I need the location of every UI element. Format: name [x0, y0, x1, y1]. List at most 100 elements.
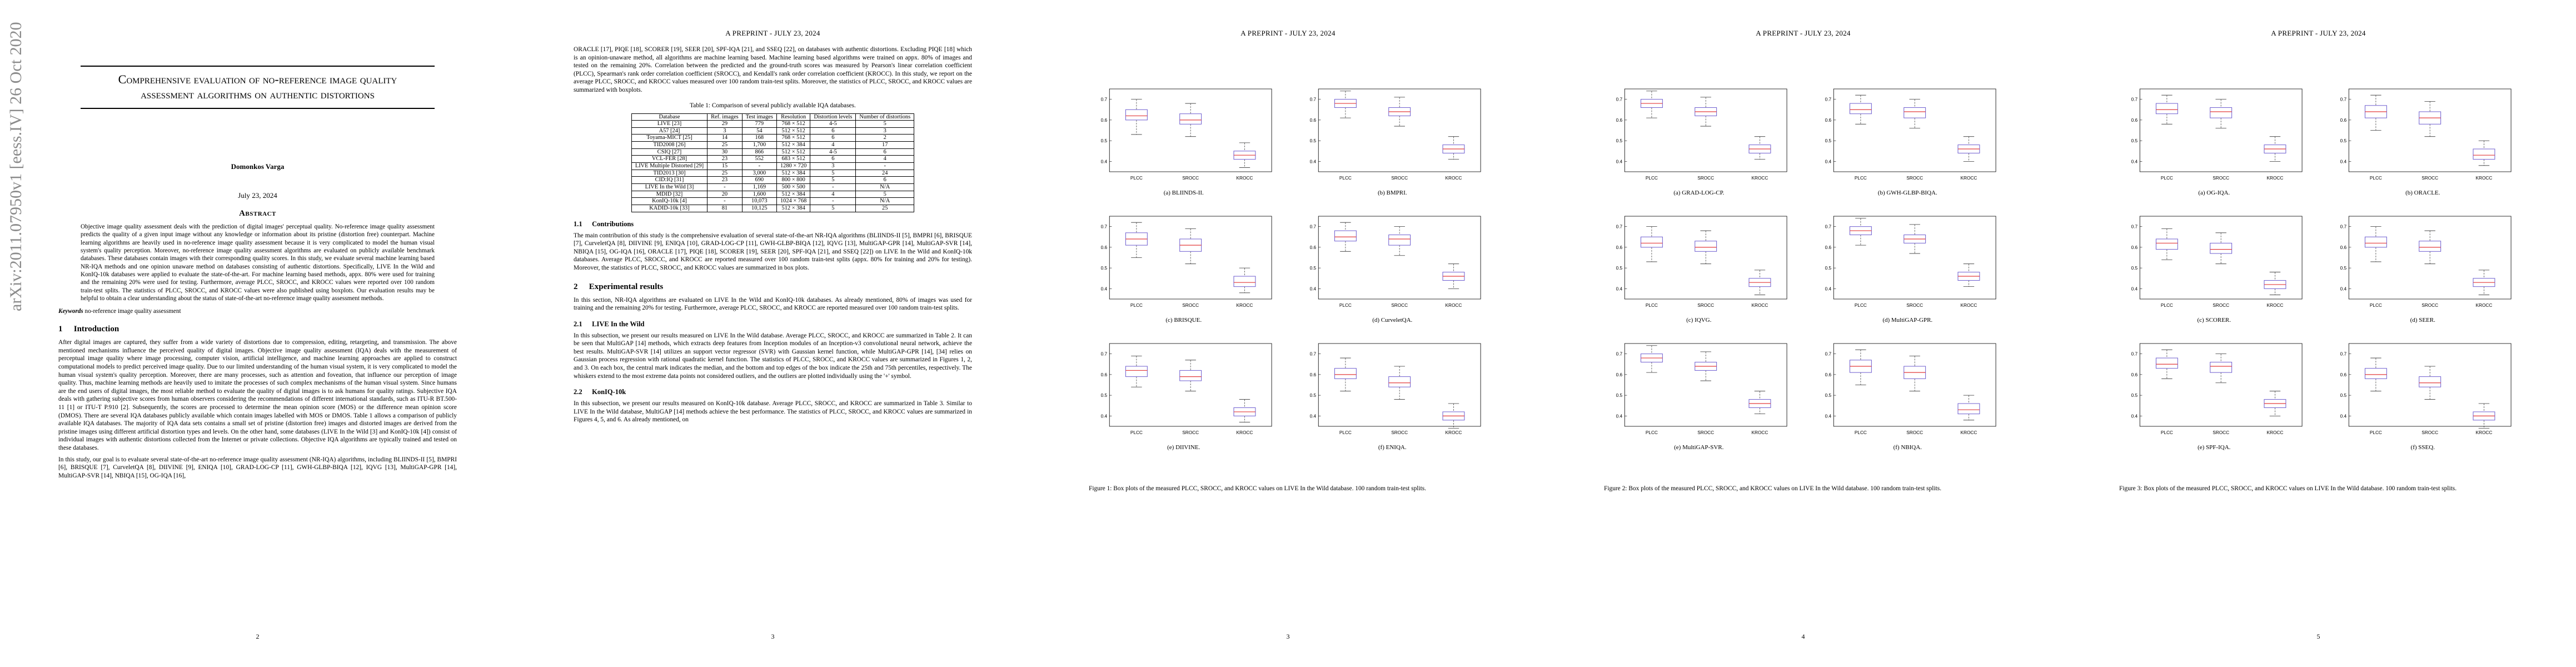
y-tick-label: 0.5: [1616, 393, 1623, 398]
y-tick-label: 0.6: [1101, 372, 1108, 377]
subfigure-caption: (d) MultiGAP-GPR.: [1882, 317, 1933, 323]
box: [1442, 411, 1464, 421]
box: [1640, 354, 1663, 363]
x-tick-label: PLCC: [2369, 176, 2381, 181]
subfigure-caption: (b) GWH-GLBP-BIQA.: [1877, 190, 1937, 196]
subfigure: 0.4 0.5 0.6 0.7 PLCC SROCC KROCC (e) MultiGAP-S…: [1604, 338, 1794, 451]
y-tick-label: 0.7: [1616, 225, 1623, 230]
y-tick-label: 0.6: [2131, 118, 2138, 123]
page-5: A PREPRINT - JULY 23, 2024 0.4 0.5 0.6 0.7 P…: [1546, 0, 2061, 667]
box: [1179, 113, 1202, 125]
boxplot-chart: 0.4 0.5 0.6 0.7 PLCC SROCC KROCC: [1616, 343, 1787, 435]
paper-date: July 23, 2024: [238, 191, 277, 200]
boxplot-chart: 0.4 0.5 0.6 0.7 PLCC SROCC KROCC: [1309, 216, 1481, 308]
subsection-number: 2.1: [574, 320, 582, 328]
running-head: A PREPRINT - JULY 23, 2024: [1756, 29, 1851, 37]
table-row: LIVE Multiple Distorted [29] 15-1280 × 72…: [631, 162, 915, 170]
subfigure-caption: (e) SPF-IQA.: [2198, 444, 2231, 451]
box: [2418, 111, 2441, 125]
arxiv-stamp: arXiv:2011.07950v1 [eess.IV] 26 Oct 2020: [7, 22, 25, 311]
x-tick-label: KROCC: [1960, 303, 1977, 308]
subfigure-caption: (b) ORACLE.: [2405, 190, 2440, 196]
y-tick-label: 0.4: [1309, 159, 1316, 164]
table-cell: 4: [810, 141, 856, 149]
table-cell: 15: [707, 162, 743, 170]
table-cell: 54: [741, 127, 777, 135]
y-tick-label: 0.7: [1101, 225, 1108, 230]
box: [2210, 362, 2233, 373]
y-tick-label: 0.4: [2131, 414, 2138, 419]
table-cell: 6: [810, 134, 856, 142]
table-row: KonIQ-10k [4] -10,073 1024 × 768- N/A: [631, 197, 915, 205]
x-tick-label: KROCC: [2267, 303, 2284, 308]
y-tick-label: 0.4: [1616, 414, 1623, 419]
x-tick-label: PLCC: [1854, 303, 1866, 308]
table-cell: 3,000: [741, 169, 777, 177]
table-cell: 683 × 512: [776, 155, 811, 163]
subfigure-caption: (d) CurveletQA.: [1372, 317, 1413, 323]
table-cell: 30: [707, 148, 743, 156]
y-tick-label: 0.5: [1616, 266, 1623, 271]
y-tick-label: 0.4: [1616, 159, 1623, 164]
y-tick-label: 0.6: [2131, 372, 2138, 377]
box: [1748, 145, 1771, 153]
abstract-heading: Abstract: [239, 209, 276, 218]
table-row: CSIQ [27] 30 866 512 × 512 4-5 6: [631, 148, 915, 156]
boxplot-chart: 0.4 0.5 0.6 0.7 PLCC SROCC KROCC: [2340, 343, 2511, 435]
table-cell: -: [707, 197, 743, 205]
table-row: MDID [32] 20 1,600 512 × 384 4 5: [631, 190, 915, 198]
table-header-cell: Database: [631, 113, 708, 121]
y-tick-label: 0.7: [1825, 225, 1831, 230]
box: [1640, 99, 1663, 108]
table-cell: 866: [741, 148, 777, 156]
section-number: 1: [58, 325, 63, 334]
table-cell: 1024 × 768: [776, 197, 811, 205]
x-tick-label: SROCC: [1182, 430, 1199, 435]
x-tick-label: PLCC: [1646, 176, 1658, 181]
plot-frame: [2139, 88, 2303, 172]
table-cell: 25: [707, 169, 743, 177]
box: [2210, 242, 2233, 254]
subfigure-caption: (a) OG-IQA.: [2198, 190, 2230, 196]
y-tick-label: 0.4: [1825, 286, 1831, 291]
plot-frame: [2139, 216, 2303, 300]
page-number: 3: [771, 633, 775, 640]
y-tick-label: 0.5: [2131, 266, 2138, 271]
table-cell: 1,169: [741, 183, 777, 191]
running-head: A PREPRINT - JULY 23, 2024: [725, 29, 820, 37]
x-tick-label: PLCC: [2161, 176, 2173, 181]
plot-frame: [2348, 343, 2511, 427]
x-tick-label: PLCC: [1854, 176, 1866, 181]
plot-frame: [1318, 343, 1481, 427]
table-cell: 29: [707, 120, 743, 128]
table-cell: Toyama-MICT [25]: [631, 134, 708, 142]
plot-frame: [1109, 216, 1272, 300]
y-tick-label: 0.6: [1825, 118, 1831, 123]
subfigure-caption: (f) NBIQA.: [1893, 444, 1922, 451]
table-row: CID:IQ [31] 23 690 800 × 800 5 6: [631, 176, 915, 184]
table-row: TID2013 [30] 25 3,000 512 × 384 5 24: [631, 169, 915, 177]
table-header-cell: Test images: [741, 113, 777, 121]
experimental-text: In this section, NR-IQA algorithms are e…: [574, 296, 972, 312]
y-tick-label: 0.4: [2131, 159, 2138, 164]
y-tick-label: 0.5: [2340, 266, 2346, 271]
box: [2155, 357, 2178, 369]
box: [1442, 272, 1464, 281]
table-cell: 3: [855, 127, 915, 135]
x-tick-label: SROCC: [2213, 430, 2229, 435]
table-cell: CSIQ [27]: [631, 148, 708, 156]
y-tick-label: 0.4: [2340, 159, 2346, 164]
x-tick-label: KROCC: [1445, 303, 1462, 308]
x-tick-label: SROCC: [1906, 430, 1923, 435]
table-cell: 768 × 512: [776, 120, 811, 128]
y-tick-label: 0.5: [1101, 138, 1108, 143]
y-tick-label: 0.7: [2340, 97, 2346, 102]
x-tick-label: SROCC: [2421, 176, 2438, 181]
y-tick-label: 0.6: [1825, 245, 1831, 250]
subfigure-caption: (c) BRISQUE.: [1165, 317, 1202, 323]
boxplot-chart: 0.4 0.5 0.6 0.7 PLCC SROCC KROCC: [1309, 88, 1481, 181]
y-tick-label: 0.7: [1101, 352, 1108, 357]
table-row: KADID-10k [33] 81 10,125 512 × 384 5 25: [631, 204, 915, 212]
y-tick-label: 0.5: [2131, 138, 2138, 143]
table-cell: TID2013 [30]: [631, 169, 708, 177]
